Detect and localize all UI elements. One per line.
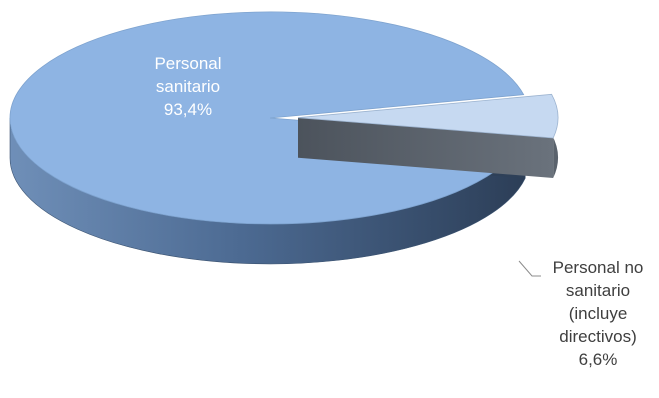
slice-label-line: Personal bbox=[154, 54, 222, 73]
slice-value-label: 6,6% bbox=[578, 350, 618, 369]
slice-label-personal-sanitario: Personal sanitario 93,4% bbox=[128, 52, 248, 121]
slice-label-personal-no-sanitario: Personal no sanitario (incluye directivo… bbox=[537, 256, 659, 371]
slice-label-line: directivos) bbox=[559, 327, 637, 346]
slice-label-line: Personal no bbox=[552, 258, 644, 277]
slice-label-line: sanitario bbox=[155, 77, 221, 96]
pie-slice-personal-no-sanitario bbox=[297, 93, 559, 139]
pie-slice-cut-personal-no-sanitario bbox=[298, 117, 554, 178]
leader-line-personal-no-sanitario bbox=[518, 260, 541, 277]
pie-slice-personal-sanitario bbox=[9, 11, 526, 225]
slice-value-label: 93,4% bbox=[163, 100, 213, 119]
slice-label-line: sanitario bbox=[565, 281, 631, 300]
slice-label-line: (incluye bbox=[568, 304, 628, 323]
